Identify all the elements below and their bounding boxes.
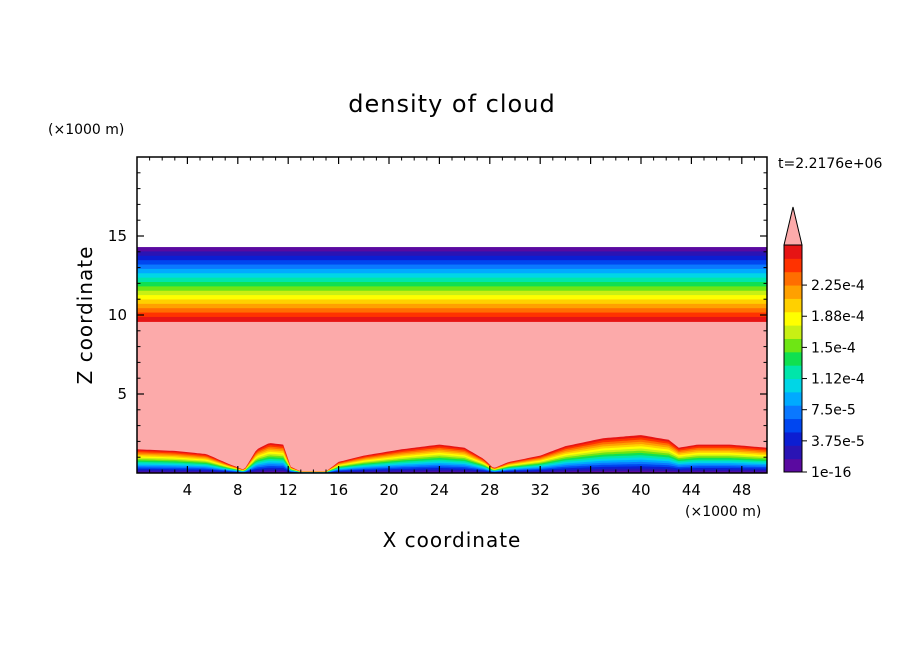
colorbar-swatch	[784, 405, 802, 420]
x-tick-label: 16	[329, 481, 348, 499]
upper-band-level	[137, 308, 767, 314]
colorbar-swatch	[784, 245, 802, 259]
colorbar-swatch	[784, 365, 802, 380]
colorbar-extend	[783, 206, 803, 246]
x-tick-label: 20	[379, 481, 398, 499]
colorbar-swatch	[784, 298, 802, 313]
y-unit-label: (×1000 m)	[48, 122, 124, 138]
upper-band-level	[137, 282, 767, 287]
y-axis: 5 10 15	[108, 172, 767, 458]
upper-band-level	[137, 247, 767, 253]
colorbar-label: 1.88e-4	[811, 309, 865, 325]
chart-title: density of cloud	[348, 90, 555, 118]
x-tick-label: 48	[732, 481, 751, 499]
colorbar-swatch	[784, 431, 802, 446]
colorbar-swatch	[784, 418, 802, 433]
upper-band-level	[137, 264, 767, 270]
x-tick-label: 40	[631, 481, 650, 499]
upper-band-level	[137, 260, 767, 266]
colorbar: 1e-16 3.75e-5 7.5e-5 1.12e-4 1.5e-4 1.88e-4 2.…	[783, 206, 865, 481]
colorbar-swatch	[784, 258, 802, 273]
density-field	[137, 157, 767, 473]
y-tick-label: 5	[117, 385, 127, 403]
upper-band-level	[137, 312, 767, 318]
upper-band-level	[137, 273, 767, 279]
upper-band-level	[137, 290, 767, 296]
colorbar-label: 7.5e-5	[811, 403, 856, 419]
x-tick-label: 28	[480, 481, 499, 499]
colorbar-swatch	[784, 325, 802, 339]
x-tick-label: 12	[279, 481, 298, 499]
colorbar-frame	[783, 244, 803, 473]
upper-band-level	[137, 277, 767, 283]
x-tick-label: 4	[183, 481, 193, 499]
upper-band-level	[137, 316, 767, 322]
colorbar-swatch	[784, 338, 802, 353]
upper-band-level	[137, 251, 767, 257]
x-tick-label: 36	[581, 481, 600, 499]
colorbar-label: 3.75e-5	[811, 434, 865, 450]
colorbar-label: 2.25e-4	[811, 278, 865, 294]
colorbar-swatch	[784, 285, 802, 299]
colorbar-swatch	[784, 271, 802, 286]
x-tick-label: 24	[430, 481, 449, 499]
upper-band-level	[137, 255, 767, 261]
colorbar-swatch	[784, 458, 802, 473]
y-tick-label: 15	[108, 227, 127, 245]
colorbar-swatch	[784, 311, 802, 326]
colorbar-swatch	[784, 445, 802, 460]
x-unit-label: (×1000 m)	[685, 504, 761, 520]
colorbar-label: 1e-16	[811, 465, 851, 481]
y-tick-label: 10	[108, 306, 127, 324]
colorbar-swatch	[784, 378, 802, 393]
x-axis: 4 8 12 16 20 24 28 32 36 40 44 48	[149, 157, 755, 499]
x-tick-label: 44	[682, 481, 701, 499]
upper-band-level	[137, 268, 767, 274]
upper-band-level	[137, 303, 767, 309]
colorbar-label: 1.5e-4	[811, 340, 856, 356]
upper-band-level	[137, 286, 767, 292]
x-tick-label: 32	[531, 481, 550, 499]
upper-band-level	[137, 299, 767, 305]
colorbar-swatch	[784, 351, 802, 366]
upper-band-level	[137, 295, 767, 301]
time-label: t=2.2176e+06	[778, 156, 882, 172]
colorbar-swatch	[784, 391, 802, 406]
colorbar-label: 1.12e-4	[811, 372, 865, 388]
y-axis-label: Z coordinate	[73, 246, 97, 385]
x-axis-label: X coordinate	[383, 528, 522, 552]
x-tick-label: 8	[233, 481, 243, 499]
